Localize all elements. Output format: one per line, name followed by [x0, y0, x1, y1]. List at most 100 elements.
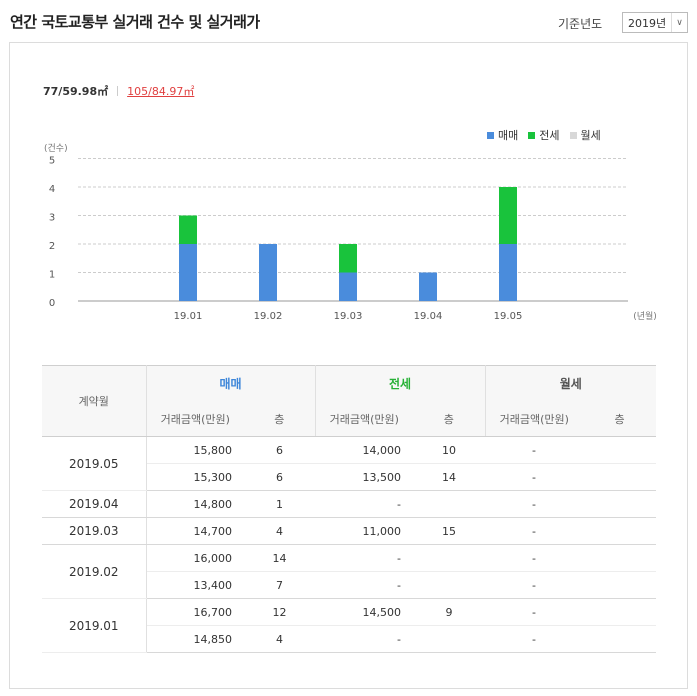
sub-header-wolse-floor: 층 — [583, 401, 656, 437]
wolse-floor-cell — [583, 436, 656, 464]
legend-label-sale: 매매 — [498, 129, 519, 142]
sale-floor-cell: 7 — [244, 571, 315, 599]
legend-item-wolse: 월세 — [569, 127, 601, 143]
sale-floor-cell: 14 — [244, 544, 315, 572]
sale-floor-cell: 6 — [244, 463, 315, 491]
bar-sale — [339, 272, 357, 301]
sub-header-sale-floor: 층 — [244, 401, 316, 437]
table-row: 2019.04 14,800 1 - - — [42, 490, 656, 518]
sub-header-jeonse-floor: 층 — [413, 401, 486, 437]
y-tick-label: 4 — [49, 184, 55, 195]
legend-item-jeonse: 전세 — [528, 127, 560, 143]
sale-price-cell: 14,700 — [146, 517, 244, 545]
bar-sale — [179, 244, 197, 301]
table-row: 2019.05 15,800 6 14,000 10 - — [42, 436, 656, 491]
table-row: 2019.02 16,000 14 - - — [42, 544, 656, 599]
x-tick-label: 19.02 — [254, 311, 283, 322]
sale-price-cell: 15,800 — [146, 436, 244, 464]
bar-sale — [259, 244, 277, 301]
bar-sale — [419, 272, 437, 301]
sale-floor-cell: 1 — [244, 490, 315, 518]
legend-swatch-wolse — [569, 131, 577, 139]
table-row: 14,850 4 - - — [42, 625, 656, 653]
y-tick-label: 2 — [49, 241, 55, 252]
jeonse-floor-cell — [413, 571, 485, 599]
year-label: 기준년도 — [558, 17, 603, 31]
month-cell: 2019.01 — [42, 598, 147, 653]
wolse-cell: - — [485, 544, 583, 572]
wolse-floor-cell — [583, 598, 656, 626]
jeonse-floor-cell: 15 — [413, 517, 485, 545]
y-tick-label: 5 — [49, 156, 55, 167]
sale-price-cell: 16,000 — [146, 544, 244, 572]
wolse-cell: - — [485, 463, 583, 491]
group-header-sale: 매매 — [146, 365, 316, 402]
jeonse-price-cell: 13,500 — [315, 463, 413, 491]
sub-header-wolse-price: 거래금액(만원) — [485, 401, 583, 437]
bar-jeonse — [179, 215, 197, 244]
legend-item-sale: 매매 — [487, 127, 518, 143]
month-cell: 2019.02 — [42, 544, 147, 599]
jeonse-price-cell: 14,000 — [315, 436, 413, 464]
month-cell: 2019.04 — [42, 490, 147, 518]
sale-floor-cell: 4 — [244, 625, 315, 653]
bar-sale — [499, 244, 517, 301]
wolse-cell: - — [485, 625, 583, 653]
transactions-chart: (건수) 0 1 2 3 4 5 19.01 19.02 19.03 19.04 19.05 (년월) — [44, 143, 657, 322]
wolse-floor-cell — [583, 463, 656, 491]
legend-swatch-jeonse — [528, 131, 536, 139]
area-tab-2[interactable]: 105/84.97㎡ — [127, 85, 195, 98]
legend-label-jeonse: 전세 — [539, 129, 560, 142]
sale-price-cell: 16,700 — [146, 598, 244, 626]
table-row: 15,300 6 13,500 14 - — [42, 463, 656, 491]
wolse-cell: - — [485, 490, 583, 518]
sale-price-cell: 15,300 — [146, 463, 244, 491]
x-tick-label: 19.03 — [334, 311, 363, 322]
x-tick-label: 19.01 — [174, 311, 203, 322]
bar-jeonse — [499, 187, 517, 244]
wolse-cell: - — [485, 571, 583, 599]
group-header-jeonse: 전세 — [315, 365, 486, 402]
group-header-wolse: 월세 — [485, 365, 656, 402]
sale-floor-cell: 6 — [244, 436, 315, 464]
jeonse-price-cell: - — [315, 625, 413, 653]
wolse-floor-cell — [583, 517, 656, 545]
jeonse-price-cell: 11,000 — [315, 517, 413, 545]
y-tick-label: 0 — [49, 298, 55, 309]
bar-jeonse — [339, 244, 357, 273]
page-title: 연간 국토교통부 실거래 건수 및 실거래가 — [10, 13, 260, 31]
jeonse-price-cell: 14,500 — [315, 598, 413, 626]
x-axis-label: (년월) — [633, 310, 657, 322]
sub-header-jeonse-price: 거래금액(만원) — [315, 401, 413, 437]
chart-legend: 매매 전세 월세 — [487, 127, 601, 143]
sale-price-cell: 13,400 — [146, 571, 244, 599]
wolse-floor-cell — [583, 625, 656, 653]
area-tabs: 77/59.98㎡ 105/84.97㎡ — [43, 83, 194, 99]
jeonse-floor-cell: 10 — [413, 436, 485, 464]
wolse-floor-cell — [583, 490, 656, 518]
jeonse-price-cell: - — [315, 490, 413, 518]
legend-label-wolse: 월세 — [580, 129, 601, 142]
jeonse-floor-cell: 9 — [413, 598, 485, 626]
jeonse-floor-cell — [413, 490, 485, 518]
table-row: 13,400 7 - - — [42, 571, 656, 599]
wolse-floor-cell — [583, 571, 656, 599]
jeonse-price-cell: - — [315, 544, 413, 572]
month-cell: 2019.05 — [42, 436, 147, 491]
jeonse-floor-cell: 14 — [413, 463, 485, 491]
table-row: 2019.01 16,700 12 14,500 9 - — [42, 598, 656, 653]
wolse-cell: - — [485, 436, 583, 464]
y-tick-label: 1 — [49, 270, 55, 281]
month-cell: 2019.03 — [42, 517, 147, 545]
year-select-value: 2019년 — [628, 16, 667, 30]
transactions-table: 계약월 매매 전세 월세 거래금액(만원) 층 거래금액(만원) 층 거래금액(… — [42, 365, 656, 653]
legend-swatch-sale — [487, 131, 494, 139]
month-header: 계약월 — [42, 365, 147, 437]
area-tab-1[interactable]: 77/59.98㎡ — [43, 85, 109, 98]
sale-floor-cell: 4 — [244, 517, 315, 545]
jeonse-floor-cell — [413, 625, 485, 653]
sale-price-cell: 14,850 — [146, 625, 244, 653]
year-select[interactable]: 2019년 ∨ — [622, 12, 688, 33]
wolse-cell: - — [485, 598, 583, 626]
x-tick-label: 19.05 — [494, 311, 523, 322]
